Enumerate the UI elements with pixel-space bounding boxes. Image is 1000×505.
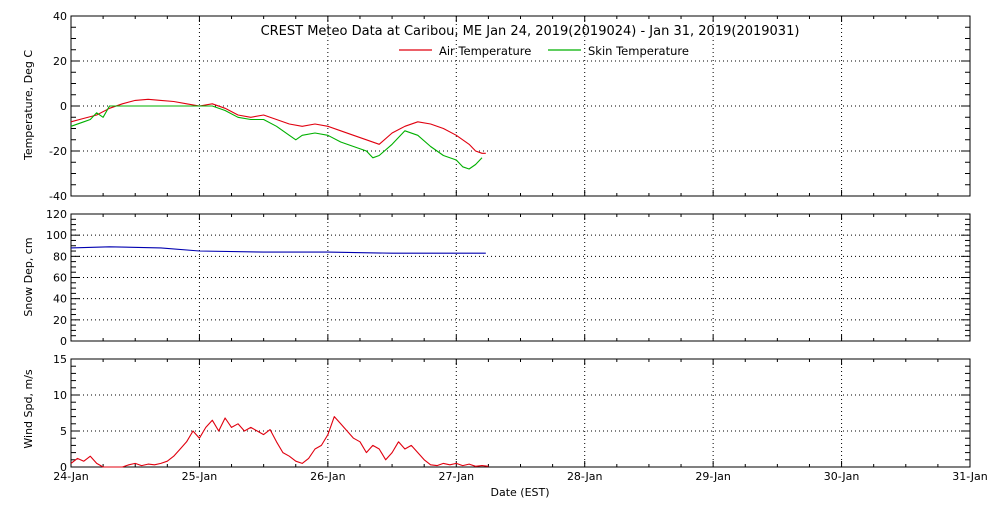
- legend-air-label: Air Temperature: [439, 44, 531, 58]
- snow-depth-panel: 0 20 40 60 80 100 120: [46, 208, 971, 348]
- x-tick-label: 30-Jan: [824, 470, 860, 483]
- snow-ylabel: Snow Dep, cm: [22, 237, 35, 316]
- y-tick-label: 10: [53, 389, 67, 402]
- y-tick-label: -20: [49, 145, 67, 158]
- x-tick-label: 28-Jan: [567, 470, 603, 483]
- wind-ylabel: Wind Spd, m/s: [22, 369, 35, 449]
- y-tick-label: 0: [60, 461, 67, 474]
- x-tick-label: 27-Jan: [439, 470, 475, 483]
- series-line-2-0: [70, 416, 489, 468]
- y-tick-label: 20: [53, 55, 67, 68]
- series-line-0-1: [70, 105, 483, 170]
- x-tick-label: 26-Jan: [310, 470, 346, 483]
- y-tick-label: 15: [53, 353, 67, 366]
- y-tick-label: -40: [49, 190, 67, 203]
- series-line-1-0: [70, 246, 486, 254]
- legend-skin-label: Skin Temperature: [588, 44, 689, 58]
- wind-speed-panel: 0 5 10 15 24-Jan 25-Jan 26-Jan 27-Jan 28-Jan 29-J…: [53, 353, 988, 483]
- y-tick-label: 20: [53, 314, 67, 327]
- x-tick-label: 31-Jan: [952, 470, 988, 483]
- y-tick-label: 40: [53, 10, 67, 23]
- y-tick-label: 0: [60, 100, 67, 113]
- x-tick-label: 25-Jan: [182, 470, 218, 483]
- temperature-panel: -40 -20 0 20 40: [49, 10, 971, 203]
- chart-title: CREST Meteo Data at Caribou, ME Jan 24, …: [261, 24, 800, 39]
- y-tick-label: 120: [46, 208, 67, 221]
- x-tick-label: 29-Jan: [695, 470, 731, 483]
- y-tick-label: 80: [53, 250, 67, 263]
- legend: Air Temperature Skin Temperature: [399, 44, 689, 58]
- y-tick-label: 60: [53, 272, 67, 285]
- temp-ylabel: Temperature, Deg C: [22, 50, 35, 161]
- series-line-0-0: [70, 98, 486, 154]
- y-tick-label: 40: [53, 293, 67, 306]
- y-tick-label: 5: [60, 425, 67, 438]
- x-axis-label: Date (EST): [490, 486, 549, 499]
- y-tick-label: 0: [60, 335, 67, 348]
- y-tick-label: 100: [46, 229, 67, 242]
- x-tick-label: 24-Jan: [53, 470, 89, 483]
